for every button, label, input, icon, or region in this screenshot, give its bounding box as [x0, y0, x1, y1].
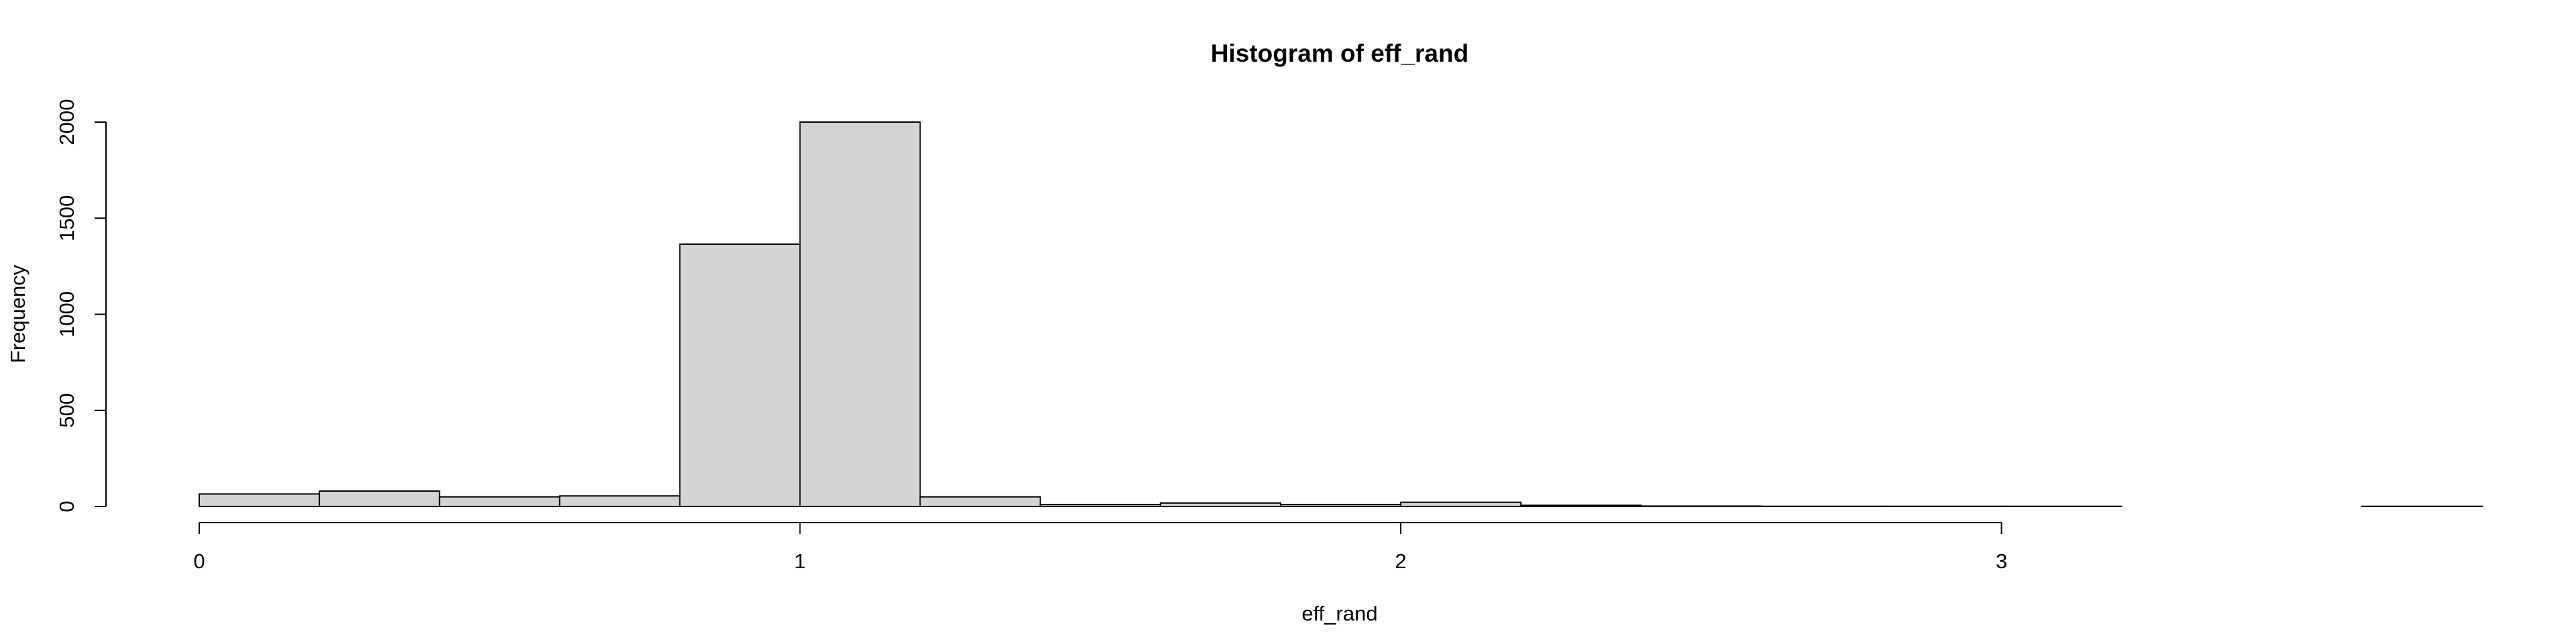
x-tick-label: 1	[794, 549, 806, 573]
y-tick-label: 1500	[55, 195, 78, 241]
histogram-bar	[559, 495, 681, 507]
histogram-bar	[919, 496, 1041, 507]
y-tick-label: 500	[55, 393, 78, 428]
y-tick-label: 0	[55, 500, 78, 512]
x-axis-label: eff_rand	[1301, 602, 1377, 625]
histogram-bar	[439, 496, 561, 507]
y-tick-label: 2000	[55, 99, 78, 146]
x-axis: 0 1 2 3	[193, 522, 2007, 573]
chart-title: Histogram of eff_rand	[1211, 40, 1468, 67]
histogram-bar	[1520, 504, 1642, 508]
histogram-bar	[799, 121, 921, 507]
histogram-bar	[679, 243, 801, 507]
x-tick-label: 2	[1395, 549, 1406, 573]
histogram-bar	[199, 493, 321, 508]
y-tick-label: 1000	[55, 291, 78, 337]
y-axis-label: Frequency	[6, 264, 30, 363]
x-tick-label: 3	[1996, 549, 2007, 573]
histogram-bars	[199, 121, 2483, 508]
histogram-bar	[319, 490, 441, 508]
histogram-bar	[1039, 504, 1161, 508]
histogram-bar	[1279, 504, 1402, 508]
y-axis: 0 500 1000 1500 2000	[55, 99, 107, 513]
histogram-bar	[1400, 501, 1522, 508]
x-tick-label: 0	[193, 549, 205, 573]
histogram-bar	[1159, 502, 1281, 508]
